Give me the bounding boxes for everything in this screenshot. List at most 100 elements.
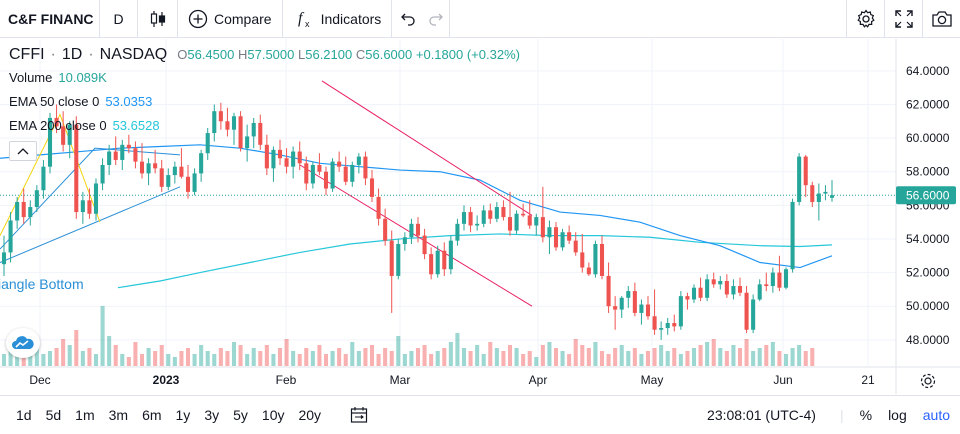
candle-body (422, 235, 427, 255)
candle-body (797, 156, 802, 202)
volume-bar (501, 351, 506, 366)
volume-bar (383, 348, 388, 366)
range-button-5y[interactable]: 5y (233, 406, 248, 423)
interval-button[interactable]: D (100, 0, 138, 38)
ema50-legend[interactable]: EMA 50 close 0 53.0353 (9, 90, 520, 114)
range-button-5d[interactable]: 5d (45, 406, 62, 423)
snapshot-button[interactable] (922, 0, 960, 38)
candle-body (15, 201, 20, 221)
range-button-3m[interactable]: 3m (108, 406, 129, 423)
price-axis[interactable]: 64.000062.000060.000058.000056.000054.00… (895, 39, 956, 394)
candle-body (1, 252, 7, 265)
range-button-1d[interactable]: 1d (16, 406, 32, 423)
redo-icon (429, 13, 443, 26)
candle-body (402, 237, 407, 245)
candle-body (527, 215, 532, 226)
candle-body (74, 124, 79, 213)
ema200-line (117, 233, 833, 289)
candle-body (264, 144, 269, 169)
collapse-legend-button[interactable] (9, 141, 37, 161)
volume-bar (310, 351, 315, 366)
volume-bar (678, 354, 683, 366)
volume-bar (744, 339, 749, 366)
candle-body (540, 217, 545, 238)
volume-legend[interactable]: Volume 10.089K (9, 66, 520, 90)
candle-body (323, 171, 329, 189)
candle-body (87, 200, 92, 214)
symbol-search-button[interactable]: C&F FINANC (0, 0, 100, 38)
candle-body (337, 161, 342, 167)
volume-bar (764, 345, 769, 366)
candle-body (251, 122, 256, 137)
volume-bar (593, 342, 598, 366)
candle-body (757, 284, 762, 300)
volume-bar (166, 354, 171, 366)
legend-exchange: NASDAQ (99, 46, 168, 63)
range-selector: 1d 5d 1m 3m 6m 1y 3y 5y 10y 20y (0, 407, 328, 423)
divider: | (839, 407, 844, 423)
range-button-1m[interactable]: 1m (75, 406, 95, 423)
candle-body (698, 287, 703, 298)
time-axis[interactable]: Dec 2023 Feb Mar Apr May Jun 21 (0, 366, 960, 389)
date-range-button[interactable] (350, 406, 368, 424)
volume-bar (777, 351, 782, 366)
compare-button[interactable]: Compare (178, 0, 283, 38)
interval-label: D (113, 10, 124, 27)
range-button-10y[interactable]: 10y (261, 406, 285, 423)
indicators-button[interactable]: f x Indicators (283, 0, 393, 38)
log-toggle[interactable]: log (888, 407, 907, 423)
percent-toggle[interactable]: % (859, 407, 873, 423)
candle-body (212, 111, 217, 134)
volume-bar (665, 351, 670, 366)
time-tick-label: Jun (773, 373, 792, 387)
candle-body (369, 178, 375, 197)
candle-body (816, 193, 821, 202)
volume-bar (291, 351, 296, 366)
volume-bar (442, 348, 447, 366)
undo-button[interactable] (394, 0, 422, 38)
tradingview-logo[interactable] (6, 328, 40, 358)
candle-body (691, 287, 697, 300)
settings-button[interactable] (846, 0, 884, 38)
change-value: +0.1800 (+0.32%) (415, 47, 520, 62)
legend-ticker: CFFI (9, 46, 45, 63)
chart-style-button[interactable] (138, 0, 178, 38)
volume-bar (61, 339, 66, 366)
volume-bar (212, 354, 217, 366)
auto-toggle[interactable]: auto (922, 407, 950, 423)
range-button-1y[interactable]: 1y (175, 406, 191, 423)
volume-label: Volume (9, 70, 53, 85)
candle-body (179, 166, 184, 177)
volume-bar (455, 333, 460, 366)
range-button-20y[interactable]: 20y (298, 406, 322, 423)
range-button-3y[interactable]: 3y (204, 406, 220, 423)
price-chart[interactable]: 64.000062.000060.000058.000056.000054.00… (0, 39, 960, 394)
chart-legend: CFFI · 1D · NASDAQ O56.4500 H57.5000 L56… (9, 44, 520, 138)
candle-body (93, 183, 99, 214)
volume-bar (258, 351, 263, 366)
candle-body (455, 223, 460, 241)
fullscreen-button[interactable] (884, 0, 922, 38)
candle-body (770, 272, 775, 287)
volume-bar (402, 354, 407, 366)
volume-bar (297, 354, 302, 366)
ema200-legend[interactable]: EMA 200 close 0 53.6528 (9, 114, 520, 138)
volume-bar (396, 336, 401, 366)
candle-body (783, 269, 789, 288)
redo-button[interactable] (422, 0, 451, 38)
volume-bar (632, 348, 637, 366)
clock-display[interactable]: 23:08:01 (UTC-4) (707, 407, 816, 423)
volume-bar (698, 345, 703, 366)
ema200-value: 53.6528 (112, 118, 160, 133)
price-tick-label: 58.0000 (906, 165, 950, 179)
candle-body (619, 297, 624, 310)
volume-bar (751, 351, 756, 366)
volume-bar (488, 342, 493, 366)
range-button-6m[interactable]: 6m (142, 406, 162, 423)
close-value: 56.6000 (365, 47, 413, 62)
volume-bar (435, 351, 440, 366)
candle-body (599, 244, 605, 276)
open-value: 56.4500 (187, 47, 235, 62)
candle-body (139, 161, 145, 174)
volume-bar (343, 354, 348, 366)
